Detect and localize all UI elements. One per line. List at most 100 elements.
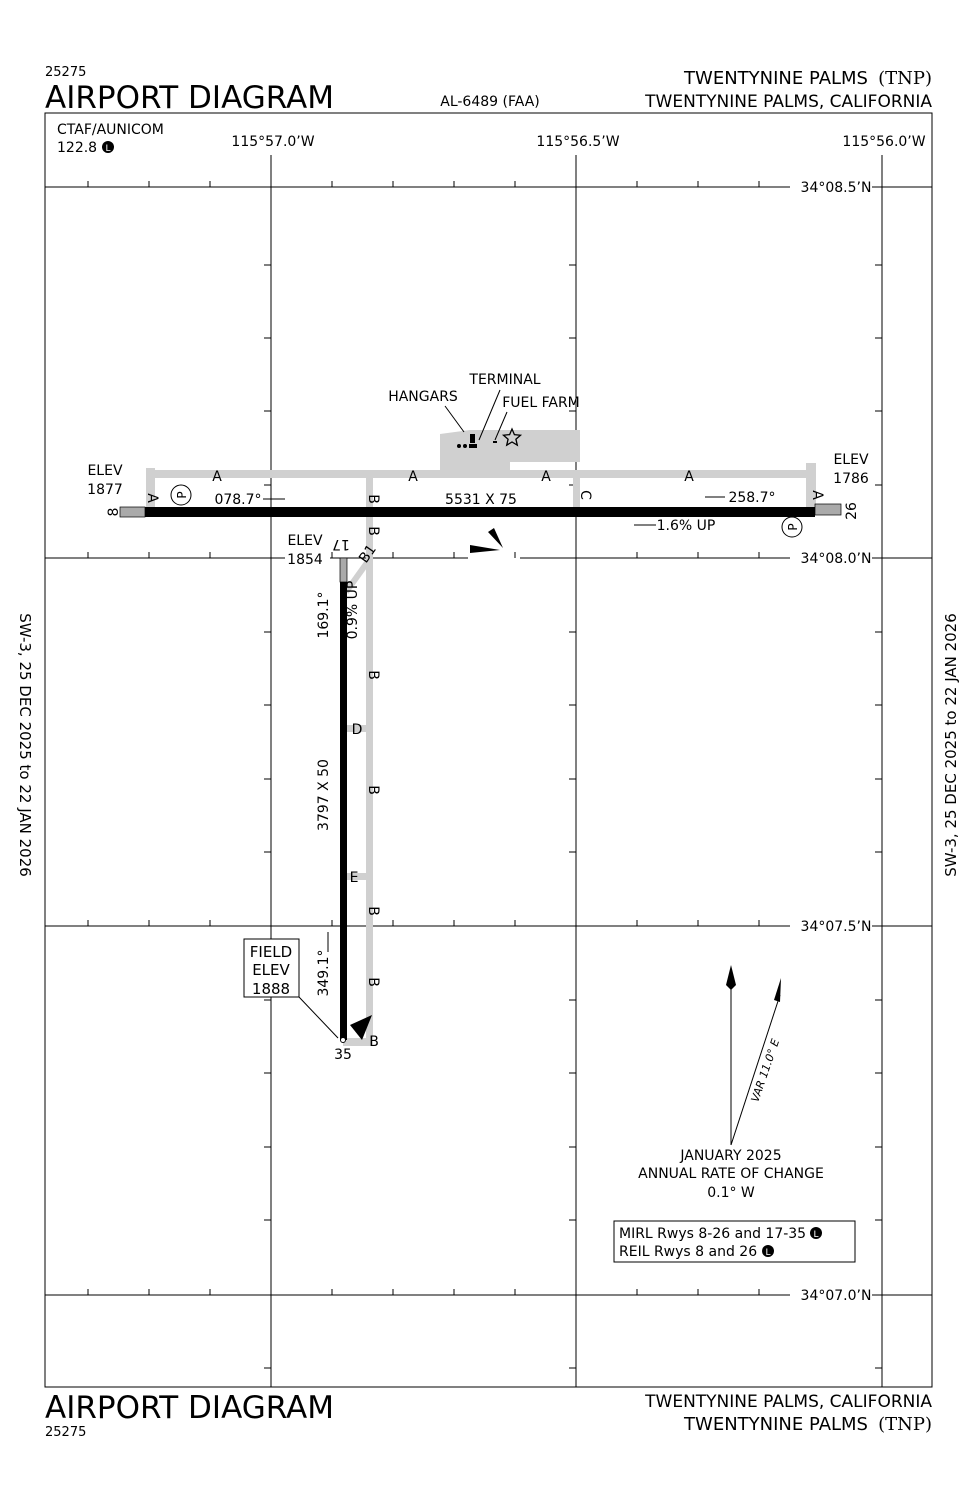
lighting-icon-letter: L <box>765 1248 770 1258</box>
taxiway-label-e: E <box>350 870 359 886</box>
taxiway-label-b: B <box>365 670 381 680</box>
diagram-title: AIRPORT DIAGRAM <box>45 80 334 116</box>
airport-id-bottom: (TNP) <box>878 1414 932 1435</box>
variation-date: JANUARY 2025 <box>679 1148 781 1164</box>
taxiway-label-a: A <box>408 469 418 485</box>
lighting-icon-letter: L <box>105 144 110 154</box>
taxiway-labels: A A A A A A C B B B1 B D B E B B B <box>144 469 825 1050</box>
terminal-label: TERMINAL <box>468 372 540 388</box>
fuel-farm-leader <box>494 411 508 441</box>
effective-dates-right: SW-3, 25 DEC 2025 to 22 JAN 2026 <box>942 613 960 877</box>
taxiway-label-a: A <box>541 469 551 485</box>
elev-rwy8: 1877 <box>87 482 123 498</box>
runway-17-35 <box>340 582 347 1040</box>
lighting-icon-letter: L <box>813 1230 818 1240</box>
lighting-note: REIL Rwys 8 and 26 <box>619 1244 757 1260</box>
taxiway-label-b: B <box>365 526 381 536</box>
ctaf-frequency: 122.8 <box>57 140 97 156</box>
runway-end-17: 17 <box>332 536 350 552</box>
parking-letter: P <box>175 491 189 498</box>
lighting-icon <box>762 1245 774 1257</box>
diagram-title-bottom: AIRPORT DIAGRAM <box>45 1390 334 1426</box>
wind-cone-icon <box>350 1015 372 1040</box>
variation-rate-label: ANNUAL RATE OF CHANGE <box>638 1166 824 1182</box>
heading-rwy8: 078.7° <box>214 492 261 508</box>
rotating-beacon-icon <box>488 528 503 548</box>
taxiway-label-a: A <box>144 493 160 503</box>
longitude-label: 115°56.0’W <box>842 134 925 150</box>
ctaf-label: CTAF/AUNICOM <box>57 122 164 138</box>
runway-slope: 0.9% UP <box>345 581 361 640</box>
elev-label: ELEV <box>87 463 122 479</box>
taxiway-b-end <box>343 1038 373 1046</box>
taxiway-e <box>347 873 369 880</box>
lighting-icon <box>102 141 114 153</box>
taxiway-label-a: A <box>684 469 694 485</box>
field-elev-leader <box>298 996 339 1039</box>
latitude-label: 34°08.5’N <box>801 180 872 196</box>
grid-ticks <box>87 181 882 1369</box>
lighting-note: MIRL Rwys 8-26 and 17-35 <box>619 1226 806 1242</box>
magnetic-variation-arrows <box>726 965 781 1146</box>
lighting-icon <box>810 1227 822 1239</box>
taxiway-label-b: B <box>365 977 381 987</box>
procedure-id: AL-6489 (FAA) <box>440 94 540 110</box>
blast-pad-17 <box>339 557 348 583</box>
taxiway-label-b: B <box>365 494 381 504</box>
field-elev-label: ELEV <box>252 961 290 979</box>
variation-label: VAR 11.0° E <box>749 1037 783 1104</box>
variation-rate: 0.1° W <box>707 1185 755 1201</box>
taxiway-d <box>347 725 369 732</box>
latitude-label: 34°08.0’N <box>801 551 872 567</box>
taxiway-label-d: D <box>352 722 363 738</box>
hangars-leader <box>444 405 465 433</box>
elev-label: ELEV <box>287 533 322 549</box>
runway-8-26 <box>145 507 815 517</box>
parking-letter: P <box>786 523 800 530</box>
runway-dimensions: 5531 X 75 <box>445 492 517 508</box>
taxiway-label-b: B <box>365 785 381 795</box>
latitude-label: 34°07.5’N <box>801 919 872 935</box>
taxiway-b1 <box>343 558 372 594</box>
terminal-leader <box>478 389 501 441</box>
effective-dates-left: SW-3, 25 DEC 2025 to 22 JAN 2026 <box>16 613 34 877</box>
longitude-label: 115°57.0’W <box>231 134 314 150</box>
runway-slope: 1.6% UP <box>657 518 716 534</box>
fuel-farm-icon <box>493 441 497 443</box>
taxiway-label-b1: B1 <box>356 542 380 566</box>
lat-long-grid <box>45 155 932 1387</box>
taxiway-label-b: B <box>365 906 381 916</box>
airport-id-top: (TNP) <box>878 68 932 89</box>
chart-frame <box>44 112 933 1388</box>
magnetic-north-arrow-icon <box>774 978 781 1002</box>
city-state-top: TWENTYNINE PALMS, CALIFORNIA <box>644 92 932 112</box>
field-elev-point <box>340 1037 346 1043</box>
heading-rwy35: 349.1° <box>316 949 332 996</box>
parking-icon <box>781 516 803 538</box>
taxiway-c <box>573 474 580 510</box>
parking-icon <box>170 484 192 506</box>
longitude-label: 115°56.5’W <box>536 134 619 150</box>
runway-end-35: 35 <box>334 1047 352 1063</box>
heading-rwy26: 258.7° <box>728 490 775 506</box>
wind-indicator-icon <box>470 545 500 553</box>
terminal-building <box>470 434 475 443</box>
hangars-label: HANGARS <box>388 389 458 405</box>
field-elev-box <box>243 938 300 998</box>
taxiway-label-a: A <box>809 490 825 500</box>
chart-number-bottom: 25275 <box>45 1425 86 1440</box>
beacon-star-icon <box>501 427 523 447</box>
airport-name-top: TWENTYNINE PALMS <box>683 68 868 89</box>
elev-rwy26: 1786 <box>833 471 869 487</box>
latitude-label: 34°07.0’N <box>801 1288 872 1304</box>
runway-end-26: 26 <box>844 502 860 520</box>
field-elev-value: 1888 <box>252 980 290 998</box>
elev-rwy17: 1854 <box>287 552 323 568</box>
runway-dimensions: 3797 X 50 <box>316 759 332 831</box>
heading-rwy17: 169.1° <box>316 591 332 638</box>
hangars-icon <box>457 444 477 448</box>
taxiway-b <box>366 474 373 1046</box>
true-north-arrow-icon <box>726 965 736 990</box>
blast-pad-26 <box>814 503 842 516</box>
